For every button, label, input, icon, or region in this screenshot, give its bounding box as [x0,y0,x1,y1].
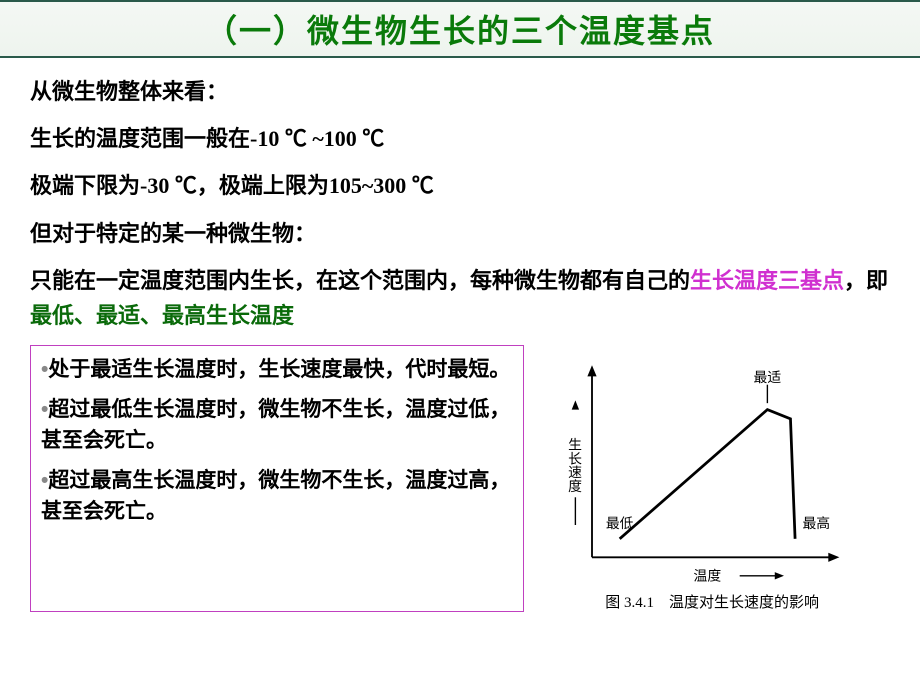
min-label: 最低 [606,516,634,531]
y-label-arrow-icon [572,401,579,410]
max-label: 最高 [803,515,831,531]
bullet-1-text: 处于最适生长温度时，生长速度最快，代时最短。 [48,357,510,381]
para-5: 只能在一定温度范围内生长，在这个范围内，每种微生物都有自己的生长温度三基点，即最… [30,263,890,333]
para-2: 生长的温度范围一般在-10 ℃ ~100 ℃ [30,121,890,156]
para-5-text-c: ，即 [844,268,888,293]
content-area: 从微生物整体来看： 生长的温度范围一般在-10 ℃ ~100 ℃ 极端下限为-3… [0,58,920,612]
lower-row: •处于最适生长温度时，生长速度最快，代时最短。 •超过最低生长温度时，微生物不生… [30,345,890,612]
y-axis-label: 生长速度 [566,437,582,493]
bullet-2-text: 超过最低生长温度时，微生物不生长，温度过低，甚至会死亡。 [41,397,510,453]
title-bar: （一）微生物生长的三个温度基点 [0,0,920,58]
bullets-box: •处于最适生长温度时，生长速度最快，代时最短。 •超过最低生长温度时，微生物不生… [30,345,524,612]
growth-chart-area: 生长速度 温度 最低 最适 最高 图 3.4.1 温度对生长速度的影响 [534,345,890,612]
x-label-arrow-icon [775,572,784,579]
bullet-3-text: 超过最高生长温度时，微生物不生长，温度过高，甚至会死亡。 [41,468,510,524]
para-5-highlight-1: 生长温度三基点 [690,268,844,293]
x-axis-arrow-icon [828,553,839,562]
para-5-text-a: 只能在一定温度范围内生长，在这个范围内，每种微生物都有自己的 [30,268,690,293]
page-title: （一）微生物生长的三个温度基点 [205,6,715,52]
bullet-3: •超过最高生长温度时，微生物不生长，温度过高，甚至会死亡。 [41,465,513,528]
para-5-highlight-2: 最低、最适、最高生长温度 [30,303,294,328]
bullet-2: •超过最低生长温度时，微生物不生长，温度过低，甚至会死亡。 [41,394,513,457]
growth-chart: 生长速度 温度 最低 最适 最高 [542,345,882,585]
bullet-1: •处于最适生长温度时，生长速度最快，代时最短。 [41,354,513,386]
para-1: 从微生物整体来看： [30,74,890,109]
para-3: 极端下限为-30 ℃，极端上限为105~300 ℃ [30,168,890,203]
opt-label: 最适 [754,370,782,385]
chart-caption: 图 3.4.1 温度对生长速度的影响 [605,591,819,612]
y-axis-arrow-icon [588,365,597,376]
para-4: 但对于特定的某一种微生物： [30,216,890,251]
growth-curve [620,410,795,539]
x-axis-label: 温度 [694,569,722,584]
